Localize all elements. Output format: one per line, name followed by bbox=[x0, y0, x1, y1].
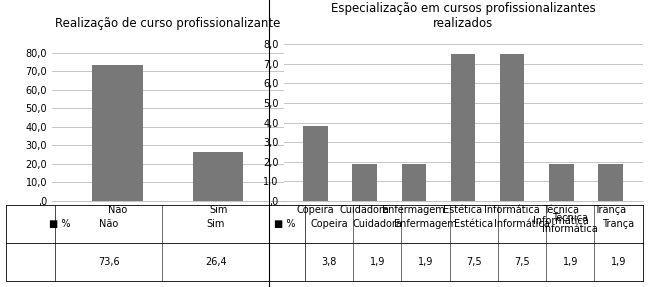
Text: 7,5: 7,5 bbox=[514, 257, 530, 267]
Bar bbox=[402, 164, 426, 201]
Bar bbox=[450, 54, 475, 201]
Title: Especialização em cursos profissionalizantes
realizados: Especialização em cursos profissionaliza… bbox=[330, 3, 595, 30]
Text: 26,4: 26,4 bbox=[205, 257, 227, 267]
Text: 3,8: 3,8 bbox=[321, 257, 337, 267]
Bar bbox=[303, 127, 328, 201]
Text: ■ %: ■ % bbox=[49, 219, 70, 229]
Text: Não: Não bbox=[99, 219, 118, 229]
Title: Realização de curso profissionalizante: Realização de curso profissionalizante bbox=[55, 18, 280, 30]
Text: Trança: Trança bbox=[602, 219, 635, 229]
Bar bbox=[549, 164, 574, 201]
Text: 1,9: 1,9 bbox=[370, 257, 385, 267]
Text: 7,5: 7,5 bbox=[466, 257, 482, 267]
Bar bbox=[500, 54, 524, 201]
Text: Estética: Estética bbox=[454, 219, 493, 229]
Bar bbox=[92, 65, 143, 201]
Text: Técnica
Informática: Técnica Informática bbox=[543, 214, 598, 234]
Text: Sim: Sim bbox=[206, 219, 225, 229]
Text: Cuidadora: Cuidadora bbox=[352, 219, 402, 229]
Text: 1,9: 1,9 bbox=[611, 257, 626, 267]
Text: 1,9: 1,9 bbox=[563, 257, 578, 267]
Text: Enfermagem: Enfermagem bbox=[394, 219, 457, 229]
Bar bbox=[193, 152, 243, 201]
Text: Copeira: Copeira bbox=[310, 219, 348, 229]
Text: 1,9: 1,9 bbox=[418, 257, 434, 267]
Bar bbox=[598, 164, 623, 201]
Text: ■ %: ■ % bbox=[274, 219, 295, 229]
Bar bbox=[352, 164, 377, 201]
Text: 73,6: 73,6 bbox=[98, 257, 119, 267]
Text: Informática: Informática bbox=[494, 219, 550, 229]
